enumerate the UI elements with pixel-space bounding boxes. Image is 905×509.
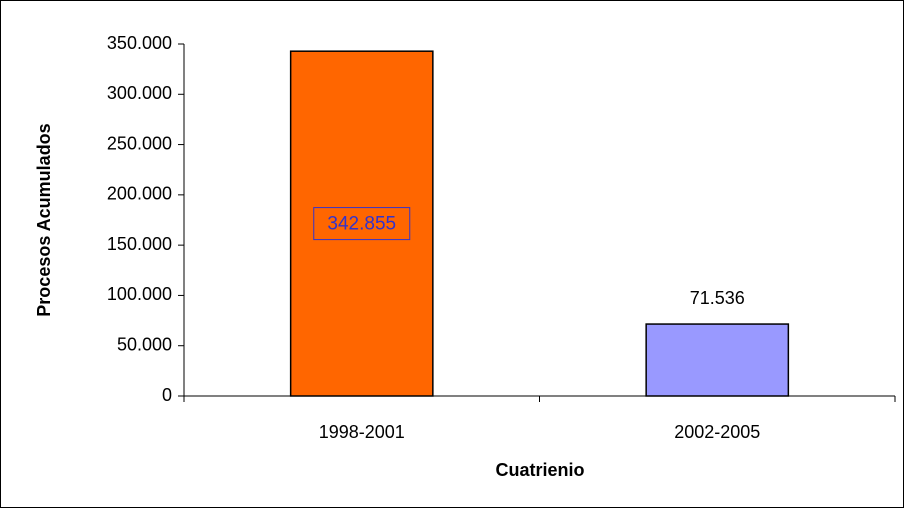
x-tick-label: 1998-2001 (319, 422, 405, 442)
y-tick-label: 350.000 (107, 33, 172, 53)
value-label: 71.536 (690, 288, 745, 308)
y-tick-label: 200.000 (107, 184, 172, 204)
y-tick-label: 100.000 (107, 284, 172, 304)
y-axis-title: Procesos Acumulados (34, 123, 54, 316)
y-tick-label: 250.000 (107, 133, 172, 153)
value-label-box (313, 207, 411, 241)
x-tick-label: 2002-2005 (674, 422, 760, 442)
y-tick-label: 50.000 (117, 334, 172, 354)
bar (289, 50, 434, 397)
bar (645, 323, 790, 397)
y-tick-label: 0 (162, 385, 172, 405)
value-label: 342.855 (327, 214, 396, 235)
x-axis-title: Cuatrienio (495, 460, 584, 480)
y-tick-label: 150.000 (107, 234, 172, 254)
y-tick-label: 300.000 (107, 83, 172, 103)
